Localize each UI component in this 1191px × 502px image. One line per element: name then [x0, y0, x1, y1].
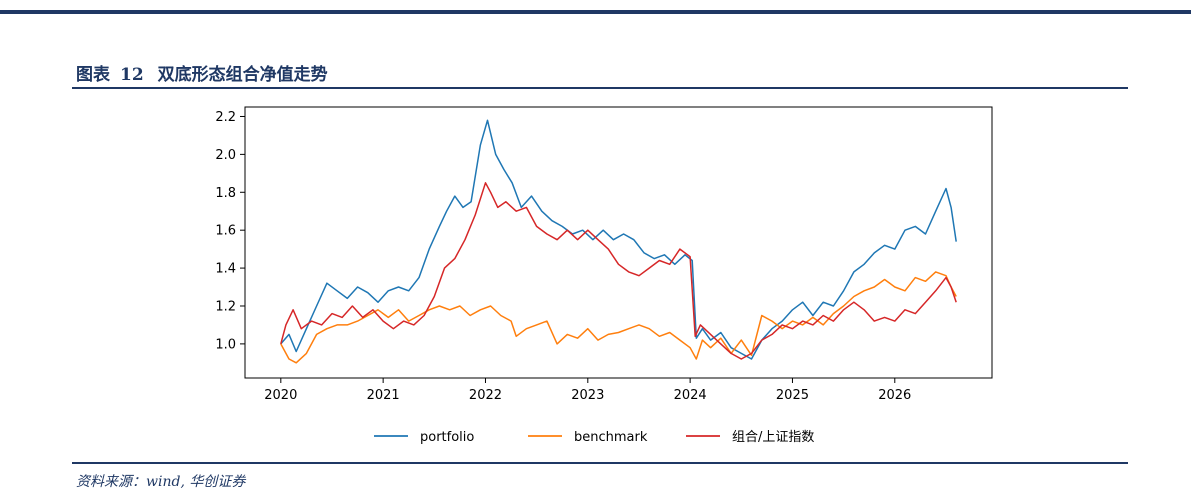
source-note: 资料来源：wind, 华创证券 — [76, 474, 246, 490]
figure-title: 图表 12 双底形态组合净值走势 — [76, 60, 328, 85]
legend: portfolio benchmark 组合/上证指数 — [374, 430, 814, 445]
x-tick-label-2: 2022 — [469, 388, 502, 403]
y-tick-label-1: 1.2 — [215, 299, 236, 314]
x-tick-label-5: 2025 — [776, 388, 809, 403]
x-tick-label-1: 2021 — [367, 388, 400, 403]
y-tick-label-6: 2.2 — [215, 110, 236, 125]
y-tick-label-3: 1.6 — [215, 224, 236, 239]
series-line-0 — [280, 119, 957, 360]
x-tick-label-6: 2026 — [878, 388, 911, 403]
figure-label: 图表 — [76, 65, 110, 85]
series-line-1 — [280, 271, 957, 364]
figure-caption: 双底形态组合净值走势 — [157, 65, 328, 85]
legend-label-0: portfolio — [420, 430, 474, 445]
y-tick-label-2: 1.4 — [215, 262, 236, 277]
y-tick-label-0: 1.0 — [215, 337, 236, 352]
bottom-rule — [72, 462, 1128, 464]
top-rule — [0, 10, 1191, 14]
y-tick-label-5: 2.0 — [215, 148, 236, 163]
figure-number: 12 — [120, 65, 144, 85]
series-line-2 — [280, 182, 957, 360]
plot-frame — [244, 106, 993, 379]
y-tick-label-4: 1.8 — [215, 186, 236, 201]
legend-label-1: benchmark — [574, 430, 648, 445]
series-layer — [280, 119, 957, 364]
x-tick-label-0: 2020 — [264, 388, 297, 403]
axis-layer: 2020 2021 2022 2023 2024 2025 2026 1.0 1.2 1.4 1.6… — [215, 110, 911, 403]
legend-label-2: 组合/上证指数 — [732, 430, 814, 445]
x-tick-label-4: 2024 — [674, 388, 707, 403]
x-tick-label-3: 2023 — [571, 388, 604, 403]
title-rule — [72, 87, 1128, 89]
